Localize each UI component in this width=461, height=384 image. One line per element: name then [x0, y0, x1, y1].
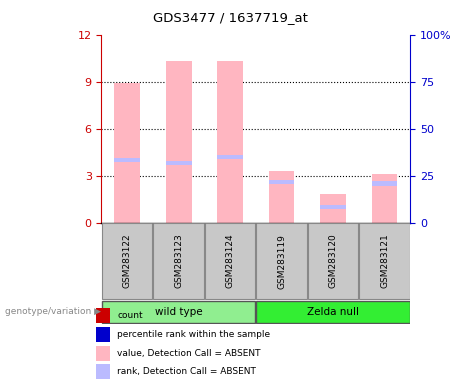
Text: percentile rank within the sample: percentile rank within the sample	[118, 330, 271, 339]
Text: GSM283121: GSM283121	[380, 234, 389, 288]
Text: genotype/variation ▶: genotype/variation ▶	[5, 308, 100, 316]
Text: count: count	[118, 311, 143, 320]
Bar	[166, 161, 191, 166]
Bar	[166, 61, 191, 223]
FancyBboxPatch shape	[359, 223, 410, 299]
Text: GSM283123: GSM283123	[174, 234, 183, 288]
FancyBboxPatch shape	[154, 223, 204, 299]
Bar	[320, 205, 346, 209]
FancyBboxPatch shape	[205, 223, 255, 299]
Text: Zelda null: Zelda null	[307, 306, 359, 316]
FancyBboxPatch shape	[102, 223, 153, 299]
FancyBboxPatch shape	[308, 223, 358, 299]
Bar	[372, 174, 397, 223]
Bar	[217, 61, 243, 223]
FancyBboxPatch shape	[256, 223, 307, 299]
Text: GSM283120: GSM283120	[329, 234, 337, 288]
Text: GSM283122: GSM283122	[123, 234, 132, 288]
Bar	[269, 171, 295, 223]
FancyBboxPatch shape	[102, 301, 255, 323]
Bar	[269, 180, 295, 184]
Text: rank, Detection Call = ABSENT: rank, Detection Call = ABSENT	[118, 367, 256, 376]
Text: GDS3477 / 1637719_at: GDS3477 / 1637719_at	[153, 12, 308, 25]
Text: value, Detection Call = ABSENT: value, Detection Call = ABSENT	[118, 349, 261, 358]
Bar	[96, 308, 110, 323]
Bar	[96, 346, 110, 361]
Bar	[114, 83, 140, 223]
FancyBboxPatch shape	[256, 301, 410, 323]
Bar	[217, 154, 243, 159]
Text: GSM283124: GSM283124	[225, 234, 235, 288]
Bar	[114, 158, 140, 162]
Bar	[372, 181, 397, 186]
Text: GSM283119: GSM283119	[277, 234, 286, 288]
Text: wild type: wild type	[155, 306, 202, 316]
Bar	[96, 364, 110, 379]
Bar	[96, 327, 110, 342]
Bar	[320, 195, 346, 223]
